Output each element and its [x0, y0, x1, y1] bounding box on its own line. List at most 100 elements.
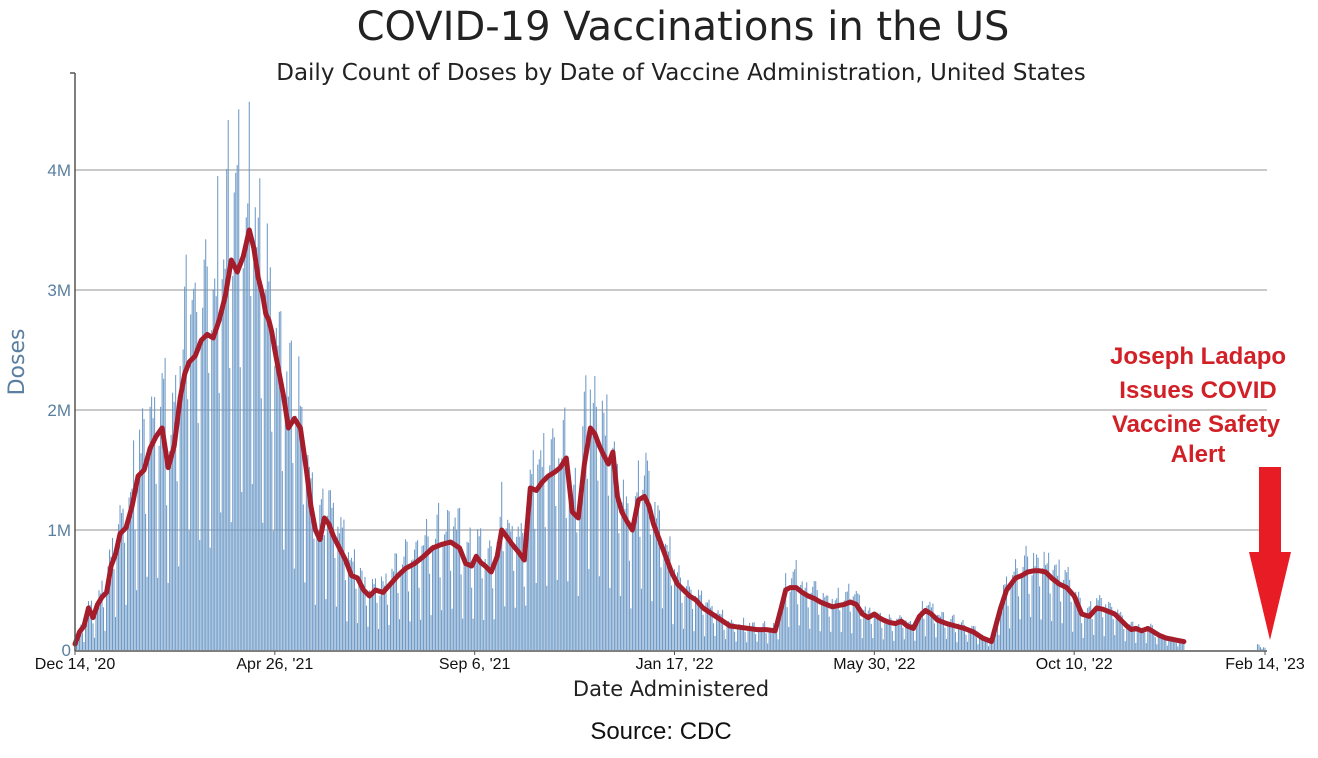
daily-dose-bar — [1027, 556, 1029, 650]
daily-dose-bar — [453, 526, 455, 650]
daily-dose-bar — [397, 592, 399, 650]
daily-dose-bar — [1102, 617, 1104, 650]
daily-dose-bar — [701, 590, 703, 650]
daily-dose-bar — [146, 576, 148, 650]
daily-dose-bar — [130, 492, 132, 650]
daily-dose-bar — [768, 631, 770, 650]
daily-dose-bar — [1120, 611, 1122, 650]
daily-dose-bar — [959, 625, 961, 650]
daily-dose-bar — [278, 311, 280, 650]
daily-dose-bar — [1175, 642, 1177, 650]
daily-dose-bar — [935, 637, 937, 650]
daily-dose-bar — [761, 628, 763, 650]
daily-dose-bar — [609, 587, 611, 650]
daily-dose-bar — [722, 609, 724, 650]
daily-dose-bar — [323, 535, 325, 650]
daily-dose-bar — [645, 452, 647, 650]
daily-dose-bar — [1148, 627, 1150, 650]
daily-dose-bar — [1018, 596, 1020, 650]
daily-dose-bar — [594, 375, 596, 650]
daily-dose-bar — [311, 472, 313, 650]
daily-dose-bar — [292, 462, 294, 650]
daily-dose-bar — [256, 247, 258, 651]
daily-dose-bar — [1153, 629, 1155, 650]
daily-dose-bar — [637, 460, 639, 650]
daily-dose-bar — [242, 268, 244, 650]
daily-dose-bar — [831, 598, 833, 650]
daily-dose-bar — [809, 628, 811, 650]
daily-dose-bar — [756, 641, 758, 650]
daily-dose-bar — [212, 289, 214, 650]
daily-dose-bar — [1034, 566, 1036, 650]
daily-dose-bar — [469, 527, 471, 650]
daily-dose-bar — [600, 448, 602, 650]
daily-dose-bar — [1016, 568, 1018, 650]
daily-dose-bar — [576, 532, 578, 650]
daily-dose-bar — [209, 547, 211, 650]
daily-dose-bar — [1094, 611, 1096, 650]
daily-dose-bar — [546, 585, 548, 650]
daily-dose-bar — [328, 490, 330, 650]
daily-dose-bar — [640, 588, 642, 650]
daily-dose-bar — [1171, 636, 1173, 650]
daily-dose-bar — [86, 608, 88, 650]
daily-dose-bar — [293, 568, 295, 650]
daily-dose-bar — [836, 598, 838, 650]
daily-dose-bar — [628, 560, 630, 650]
daily-dose-bar — [1069, 579, 1071, 650]
daily-dose-bar — [122, 508, 124, 650]
daily-dose-bar — [894, 624, 896, 650]
daily-dose-bar — [502, 551, 504, 650]
daily-dose-bar — [203, 259, 205, 650]
daily-dose-bar — [837, 587, 839, 650]
annotation-line-4: Alert — [1171, 441, 1226, 468]
daily-dose-bar — [247, 203, 249, 651]
daily-dose-bar — [1130, 622, 1132, 650]
daily-dose-bar — [764, 621, 766, 650]
x-tick-label: Oct 10, '22 — [1036, 656, 1113, 673]
daily-dose-bar — [116, 543, 118, 650]
daily-dose-bar — [341, 527, 343, 650]
daily-dose-bar — [145, 513, 147, 650]
daily-dose-bar — [344, 580, 346, 650]
daily-dose-bar — [876, 612, 878, 650]
daily-dose-bar — [957, 623, 959, 650]
daily-dose-bar — [211, 330, 213, 650]
daily-dose-bar — [176, 481, 178, 650]
source-credit: Source: CDC — [590, 718, 731, 745]
daily-dose-bar — [734, 631, 736, 650]
daily-dose-bar — [1174, 637, 1176, 650]
daily-dose-bar — [932, 603, 934, 650]
daily-dose-bar — [106, 595, 108, 650]
daily-dose-bar — [136, 590, 138, 650]
daily-dose-bar — [710, 607, 712, 650]
daily-dose-bar — [702, 614, 704, 650]
daily-dose-bar — [507, 519, 509, 650]
daily-dose-bar — [806, 582, 808, 650]
daily-dose-bar — [307, 455, 309, 650]
daily-dose-bar — [870, 623, 872, 650]
daily-dose-bar — [305, 482, 307, 650]
daily-dose-bar — [182, 349, 184, 650]
daily-dose-bar — [731, 619, 733, 650]
y-tick-label: 4M — [47, 161, 71, 180]
daily-dose-bar — [643, 475, 645, 650]
daily-dose-bar — [843, 600, 845, 650]
daily-dose-bar — [670, 585, 672, 650]
daily-dose-bar — [445, 531, 447, 650]
daily-dose-bar — [1036, 554, 1038, 650]
daily-dose-bar — [95, 606, 97, 650]
daily-dose-bar — [462, 618, 464, 650]
daily-dose-bar — [131, 488, 133, 650]
daily-dose-bar — [151, 396, 153, 650]
daily-dose-bar — [621, 502, 623, 650]
daily-dose-bar — [728, 621, 730, 650]
daily-dose-bar — [800, 584, 802, 650]
daily-dose-bar — [299, 405, 301, 650]
daily-dose-bar — [975, 637, 978, 650]
daily-dose-bar — [681, 602, 683, 650]
daily-dose-bar — [824, 597, 826, 650]
daily-dose-bar — [750, 626, 752, 650]
daily-dose-bar — [953, 614, 955, 650]
daily-dose-bar — [771, 627, 773, 650]
